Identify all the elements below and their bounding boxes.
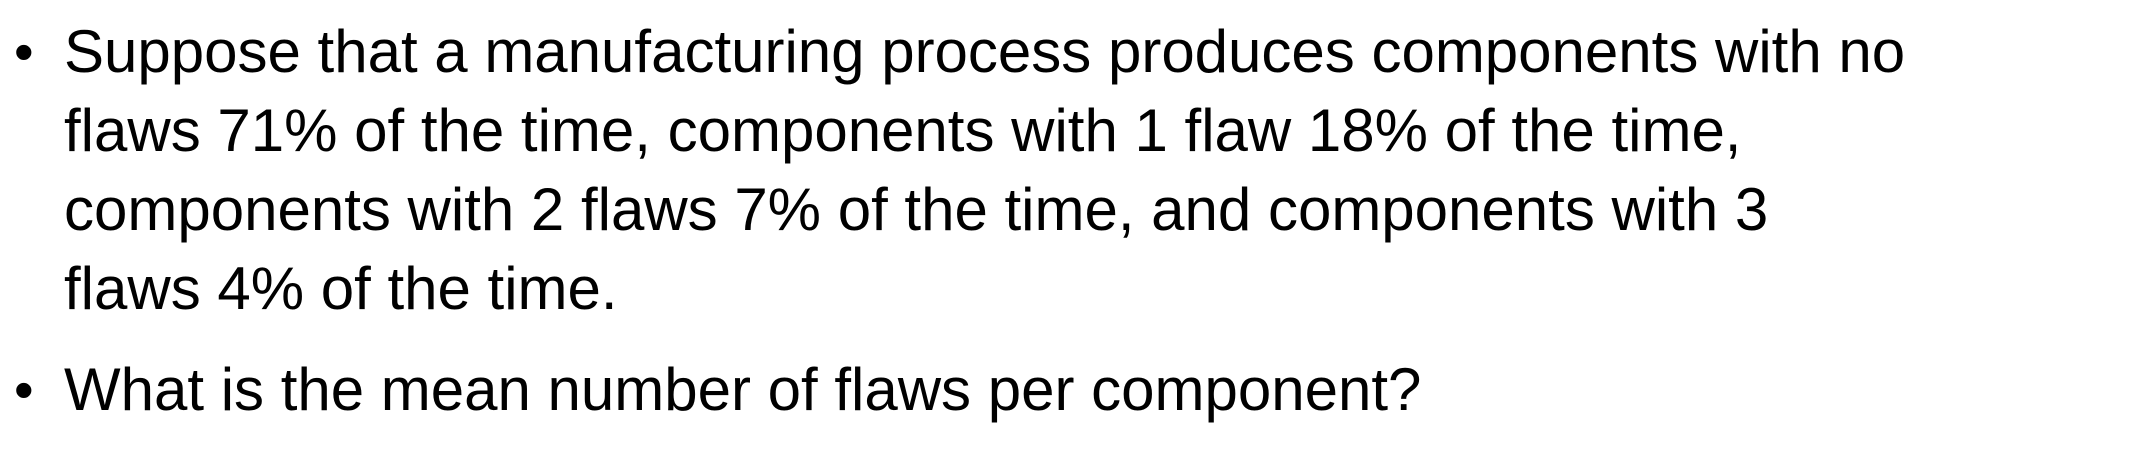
bullet-marker: • bbox=[14, 20, 34, 83]
bullet-text-question: What is the mean number of flaws per com… bbox=[64, 350, 1421, 429]
bullet-text-line: flaws 4% of the time. bbox=[64, 255, 618, 322]
bullet-marker: • bbox=[14, 358, 34, 421]
bullet-list: • Suppose that a manufacturing process p… bbox=[14, 12, 2114, 429]
bullet-text-line: What is the mean number of flaws per com… bbox=[64, 356, 1422, 423]
bullet-item-question: • What is the mean number of flaws per c… bbox=[14, 350, 2114, 429]
bullet-text-scenario: Suppose that a manufacturing process pro… bbox=[64, 12, 1905, 328]
bullet-text-line: Suppose that a manufacturing process pro… bbox=[64, 18, 1906, 85]
bullet-item-scenario: • Suppose that a manufacturing process p… bbox=[14, 12, 2114, 328]
bullet-text-line: flaws 71% of the time, components with 1… bbox=[64, 97, 1742, 164]
bullet-text-line: components with 2 flaws 7% of the time, … bbox=[64, 176, 1769, 243]
